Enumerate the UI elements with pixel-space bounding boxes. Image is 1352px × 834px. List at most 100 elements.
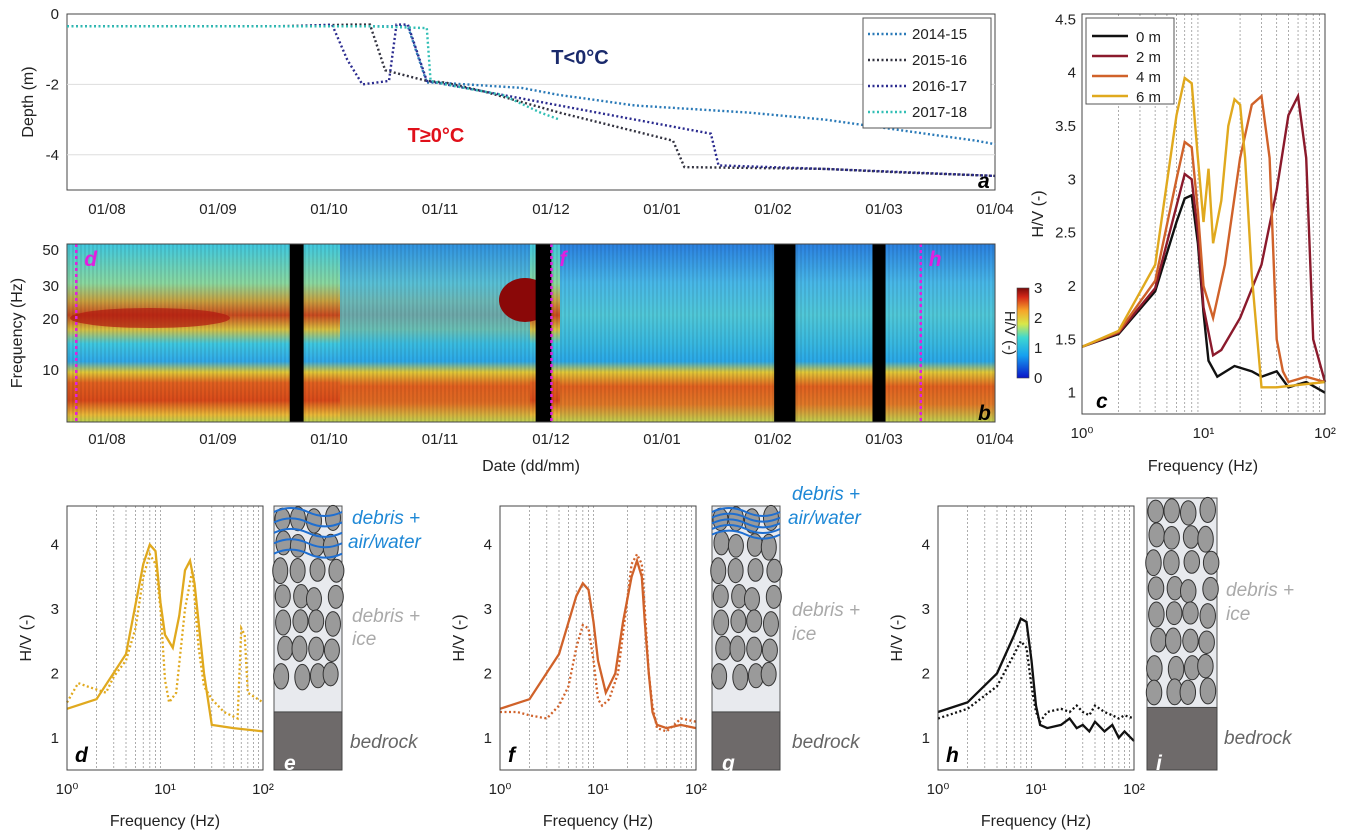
panel-letter: d	[75, 744, 89, 767]
debris-clast	[308, 609, 325, 633]
debris-clast	[1148, 601, 1165, 628]
legend-label-2 m: 2 m	[1136, 49, 1161, 66]
debris-clast	[1182, 525, 1200, 549]
x-tick-label: 10⁰	[927, 781, 950, 798]
x-tick-label: 10¹	[154, 781, 176, 798]
panel-h-chart: 10⁰ 10¹ 10² 1 2 3 4 H/V (-) Frequency (Hz) h	[889, 505, 1145, 830]
x-tick-label: 01/02	[754, 431, 792, 448]
x-tick-label: 01/12	[532, 201, 570, 218]
debris-clast	[305, 587, 322, 612]
y-tick-label: 4	[484, 537, 492, 554]
y-tick-label: 1	[922, 730, 930, 747]
i-bedrock-label: bedrock	[1224, 728, 1293, 749]
series-line-dotted	[937, 639, 1135, 725]
panel-e-column-illustration	[272, 504, 345, 771]
water-path	[273, 527, 343, 538]
x-tick-label: 10⁰	[56, 781, 79, 798]
e-bedrock-label: bedrock	[350, 732, 419, 753]
debris-clast	[324, 611, 341, 637]
legend-label-6 m: 6 m	[1136, 89, 1161, 106]
debris-clast	[746, 636, 763, 661]
e-debris-ice-line2: ice	[352, 629, 376, 650]
e-debris-ice-line1: debris +	[352, 606, 420, 627]
thawed-label: T≥0°C	[408, 125, 465, 147]
y-tick-label: 2	[922, 665, 930, 682]
x-tick-label: 10²	[1314, 425, 1336, 442]
x-tick-label: 01/11	[422, 431, 458, 448]
debris-clast	[308, 636, 325, 661]
data-gap	[774, 244, 796, 422]
water-path	[711, 507, 781, 517]
panel-a-legend: 2014-15 2015-16 2016-17 2017-18	[862, 17, 992, 129]
series-line-4 m	[1081, 93, 1326, 384]
xlabel: Frequency (Hz)	[543, 813, 653, 830]
x-tick-label: 10¹	[587, 781, 609, 798]
panel-c-xlabel: Frequency (Hz)	[1148, 458, 1258, 475]
debris-clast	[1148, 522, 1165, 548]
x-tick-label: 01/10	[310, 201, 348, 218]
debris-clast	[272, 557, 289, 585]
debris-clast	[765, 584, 782, 609]
debris-clast	[746, 609, 763, 633]
x-tick-label: 01/01	[643, 201, 681, 218]
series-line-2016-17	[67, 23, 996, 178]
debris-clast	[766, 558, 783, 583]
data-gap	[535, 244, 552, 422]
debris-clast	[1163, 549, 1180, 576]
legend-label-0 m: 0 m	[1136, 29, 1161, 46]
debris-clast	[732, 663, 749, 691]
debris-clast	[289, 557, 306, 584]
date-marker-label: h	[929, 248, 942, 271]
date-marker-label: f	[559, 248, 568, 271]
debris-clast	[1182, 601, 1199, 625]
y-tick-label: 1.5	[1055, 331, 1076, 348]
debris-clast	[291, 635, 308, 662]
y-tick-label: 2	[484, 665, 492, 682]
y-tick-label: 4.5	[1055, 11, 1076, 28]
y-tick-label: 2.5	[1055, 225, 1076, 242]
debris-clast	[277, 635, 294, 661]
panel-e-letter: e	[284, 752, 296, 775]
x-tick-label: 01/04	[976, 431, 1014, 448]
debris-clast	[328, 558, 345, 583]
water-path	[711, 512, 781, 523]
x-tick-label: 01/02	[754, 201, 792, 218]
debris-clast	[1147, 576, 1165, 600]
debris-clast	[1165, 601, 1183, 626]
y-tick-label: -4	[46, 147, 59, 164]
debris-clast	[1145, 679, 1163, 706]
water-path	[711, 529, 781, 540]
g-bedrock-label: bedrock	[792, 732, 861, 753]
panel-b-ylabel: Frequency (Hz)	[9, 278, 26, 388]
x-tick-label: 01/11	[422, 201, 458, 218]
y-tick-label: 3.5	[1055, 118, 1076, 135]
ylabel: H/V (-)	[18, 614, 35, 661]
water-path	[273, 507, 343, 517]
panel-g-letter: g	[721, 752, 735, 775]
panel-c-ylabel: H/V (-)	[1030, 190, 1047, 237]
debris-clast	[1147, 499, 1164, 524]
debris-clast	[275, 609, 292, 636]
colorbar-tick: 1	[1034, 340, 1042, 357]
series-line-solid	[499, 556, 697, 730]
debris-clast	[713, 530, 730, 556]
x-tick-label: 10²	[685, 781, 707, 798]
legend-label-2015-16: 2015-16	[912, 52, 967, 69]
series-line-dotted	[500, 551, 697, 733]
i-debris-ice-line2: ice	[1226, 604, 1250, 625]
debris-clast	[760, 533, 777, 561]
panel-a-depth-chart: 01/08 01/09 01/10 01/11 01/12 01/01 01/02 01/03…	[20, 6, 1014, 218]
series-line-dotted	[66, 551, 264, 721]
legend-label-2014-15: 2014-15	[912, 26, 967, 43]
y-tick-label: 1	[484, 730, 492, 747]
debris-clast	[1164, 627, 1182, 654]
bedrock-block	[711, 711, 781, 771]
debris-clast	[309, 558, 326, 582]
debris-clast	[1199, 496, 1216, 523]
x-tick-label: 01/03	[865, 201, 903, 218]
debris-clast	[1150, 627, 1167, 653]
debris-clast	[274, 584, 291, 608]
series-line-2 m	[1081, 92, 1327, 383]
bedrock-block	[273, 711, 343, 771]
